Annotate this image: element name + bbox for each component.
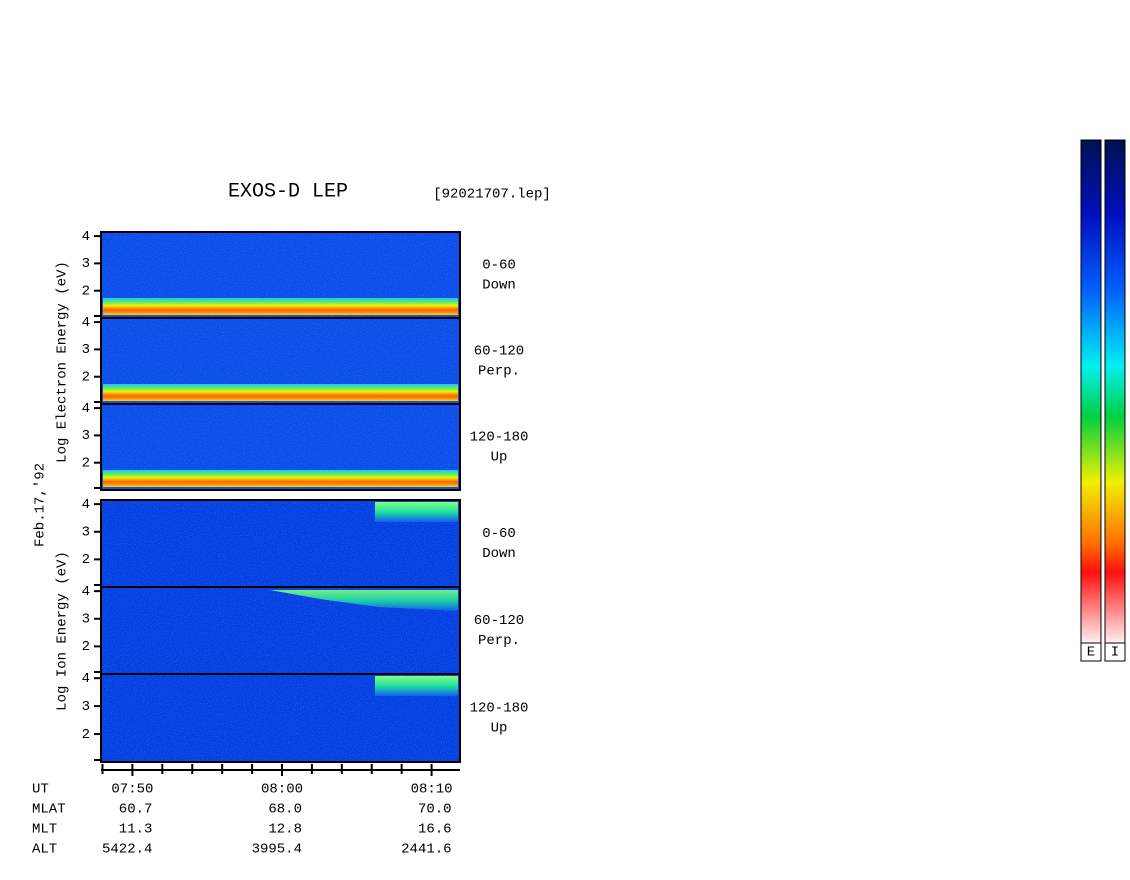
y-tick-label: 4 xyxy=(82,315,90,331)
colorbar-i xyxy=(1104,139,1126,644)
colorbar-box xyxy=(1080,642,1102,662)
x-tick-label: 07:50 xyxy=(111,782,153,798)
x-tick-label: 08:10 xyxy=(411,782,453,798)
y-tick-label: 2 xyxy=(82,639,90,655)
panel-angle: 60-120 xyxy=(474,344,524,360)
colorbar-e xyxy=(1080,139,1102,644)
panel-direction: Down xyxy=(482,278,516,294)
panel-angle: 120-180 xyxy=(470,701,529,717)
ephemeris-label: MLT xyxy=(32,822,57,838)
panel-direction: Up xyxy=(491,450,508,466)
title: EXOS-D LEP xyxy=(228,180,348,203)
colorbar: E I xyxy=(1080,139,1126,662)
file-name: [92021707.lep] xyxy=(433,187,551,203)
ephemeris-value: 12.8 xyxy=(268,822,302,838)
electron-axis-label: Log Electron Energy (eV) xyxy=(55,261,71,463)
y-tick-label: 3 xyxy=(82,256,90,272)
ephemeris-value: 2441.6 xyxy=(401,842,451,858)
panel-frame xyxy=(100,673,461,763)
y-tick-label: 2 xyxy=(82,552,90,568)
panel-angle: 0-60 xyxy=(482,258,516,274)
ephemeris-value: 16.6 xyxy=(418,822,452,838)
y-tick-label: 3 xyxy=(82,428,90,444)
ephemeris-value: 3995.4 xyxy=(252,842,302,858)
electron-band xyxy=(103,384,458,401)
panel-angle: 0-60 xyxy=(482,526,516,542)
electron-band xyxy=(103,470,458,487)
panel-angle: 120-180 xyxy=(470,430,529,446)
colorbar-label: E xyxy=(1087,645,1095,661)
y-tick-label: 2 xyxy=(82,455,90,471)
ion-band xyxy=(375,676,458,696)
panel-direction: Perp. xyxy=(478,633,520,649)
panel-angle: 60-120 xyxy=(474,613,524,629)
y-tick-label: 4 xyxy=(82,671,90,687)
ephemeris-label: ALT xyxy=(32,842,57,858)
ephemeris-value: 70.0 xyxy=(418,802,452,818)
y-tick-label: 3 xyxy=(82,611,90,627)
panel-direction: Perp. xyxy=(478,364,520,380)
ion-band xyxy=(270,590,458,611)
y-tick-label: 3 xyxy=(82,342,90,358)
ephemeris-label: UT xyxy=(32,782,49,798)
y-tick-label: 4 xyxy=(82,401,90,417)
ephemeris-value: 68.0 xyxy=(268,802,302,818)
ephemeris-label: MLAT xyxy=(32,802,66,818)
y-tick-label: 3 xyxy=(82,699,90,715)
electron-band xyxy=(103,298,458,315)
y-tick-label: 4 xyxy=(82,229,90,245)
y-tick-label: 4 xyxy=(82,497,90,513)
panel-frame xyxy=(100,403,461,491)
date: Feb.17,'92 xyxy=(33,463,49,547)
panel-direction: Down xyxy=(482,546,516,562)
panel-direction: Up xyxy=(491,721,508,737)
ion-axis-label: Log Ion Energy (eV) xyxy=(55,551,71,711)
x-tick-label: 08:00 xyxy=(261,782,303,798)
ephemeris-value: 11.3 xyxy=(119,822,153,838)
ephemeris-value: 60.7 xyxy=(119,802,153,818)
colorbar-box xyxy=(1104,642,1126,662)
y-tick-label: 4 xyxy=(82,584,90,600)
y-tick-label: 2 xyxy=(82,727,90,743)
ion-band xyxy=(375,502,458,522)
ephemeris-value: 5422.4 xyxy=(102,842,152,858)
colorbar-label: I xyxy=(1111,645,1119,661)
y-tick-label: 2 xyxy=(82,369,90,385)
y-tick-label: 2 xyxy=(82,283,90,299)
y-tick-label: 3 xyxy=(82,524,90,540)
